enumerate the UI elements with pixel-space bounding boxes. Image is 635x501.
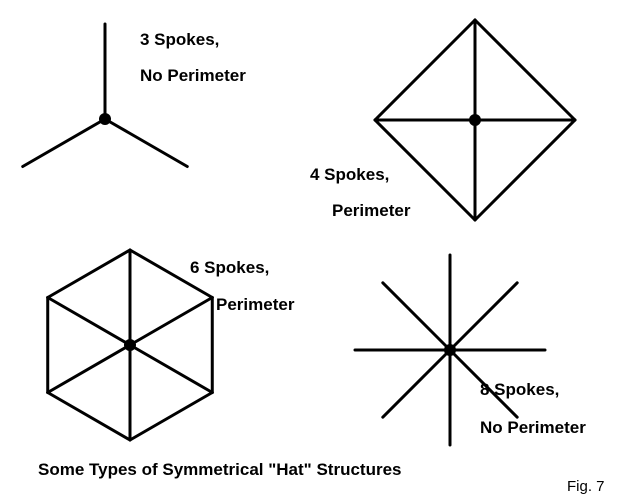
label-3spokes-line1: 3 Spokes, (140, 30, 219, 50)
label-8spokes-line2: No Perimeter (480, 418, 586, 438)
label-4spokes-line2: Perimeter (332, 201, 410, 221)
label-6spokes-line1: 6 Spokes, (190, 258, 269, 278)
label-6spokes-line2: Perimeter (216, 295, 294, 315)
figure-number: Fig. 7 (567, 478, 605, 495)
footer-title: Some Types of Symmetrical "Hat" Structur… (38, 460, 401, 480)
label-3spokes-line2: No Perimeter (140, 66, 246, 86)
label-8spokes-line1: 8 Spokes, (480, 380, 559, 400)
label-4spokes-line1: 4 Spokes, (310, 165, 389, 185)
